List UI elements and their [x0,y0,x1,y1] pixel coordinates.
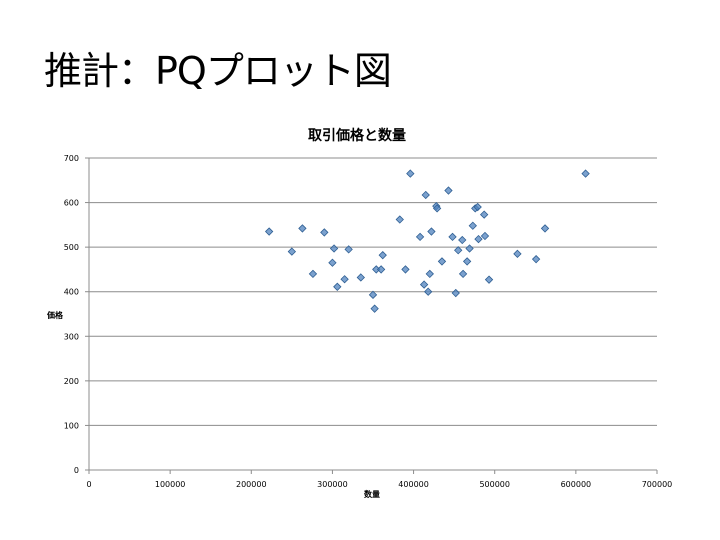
data-point [462,257,472,266]
data-point [581,169,590,178]
data-point [432,204,442,213]
x-axis-label: 数量 [364,489,380,499]
slide-title: 推計：PQプロット図 [44,49,392,93]
data-point [427,227,436,236]
x-tick-label: 300000 [317,480,348,489]
y-tick-label: 700 [64,154,79,163]
data-point [531,255,541,264]
data-point [329,244,339,253]
data-point [264,227,274,236]
y-tick-label: 100 [64,421,79,430]
data-point [448,232,457,242]
data-point [308,269,318,279]
data-point [468,221,477,230]
y-axis-label: 価格 [46,310,64,320]
x-tick-label: 100000 [155,480,186,489]
data-point [424,287,433,296]
data-point [484,275,494,284]
data-point [378,251,387,260]
data-point [437,257,447,266]
data-point [344,245,353,254]
data-point [451,288,460,298]
data-point [298,224,307,233]
y-tick-label: 300 [64,332,79,341]
data-point [287,247,297,256]
data-point [370,304,379,313]
data-point [465,244,474,253]
data-point [356,273,365,282]
y-tick-label: 200 [64,377,79,386]
data-point [444,186,453,195]
data-point [473,202,482,212]
data-point [458,269,468,279]
data-point [415,232,425,242]
data-point [474,234,483,244]
x-tick-label: 400000 [398,480,429,489]
x-tick-label: 700000 [642,480,673,489]
data-point [340,275,349,284]
data-point [368,290,378,299]
data-point [401,265,410,274]
data-point [540,224,550,233]
y-tick-label: 400 [64,288,79,297]
x-tick-label: 500000 [479,480,510,489]
data-point [425,269,434,279]
data-point [419,280,429,289]
x-tick-labels: 0 100000 200000 300000 400000 500000 600000 700… [86,480,672,489]
data-points [264,169,590,313]
axes [85,157,658,474]
x-tick-label: 0 [86,480,91,489]
data-point [480,231,490,241]
data-point [421,190,430,200]
data-point [513,249,522,258]
y-tick-labels: 0 100 200 300 400 500 600 700 [64,154,79,475]
data-point [328,258,337,267]
data-point [458,235,467,245]
data-point [320,228,329,237]
data-point [395,215,404,224]
data-point [333,282,342,291]
data-point [406,169,415,178]
data-point [454,246,463,255]
y-tick-label: 500 [64,243,79,252]
chart-title: 取引価格と数量 [308,127,406,144]
y-tick-label: 600 [64,199,79,208]
y-tick-label: 0 [74,466,79,475]
x-tick-label: 600000 [561,480,592,489]
data-point [480,210,489,219]
gridlines [89,157,657,426]
x-tick-label: 200000 [236,480,267,489]
data-point [376,265,386,274]
